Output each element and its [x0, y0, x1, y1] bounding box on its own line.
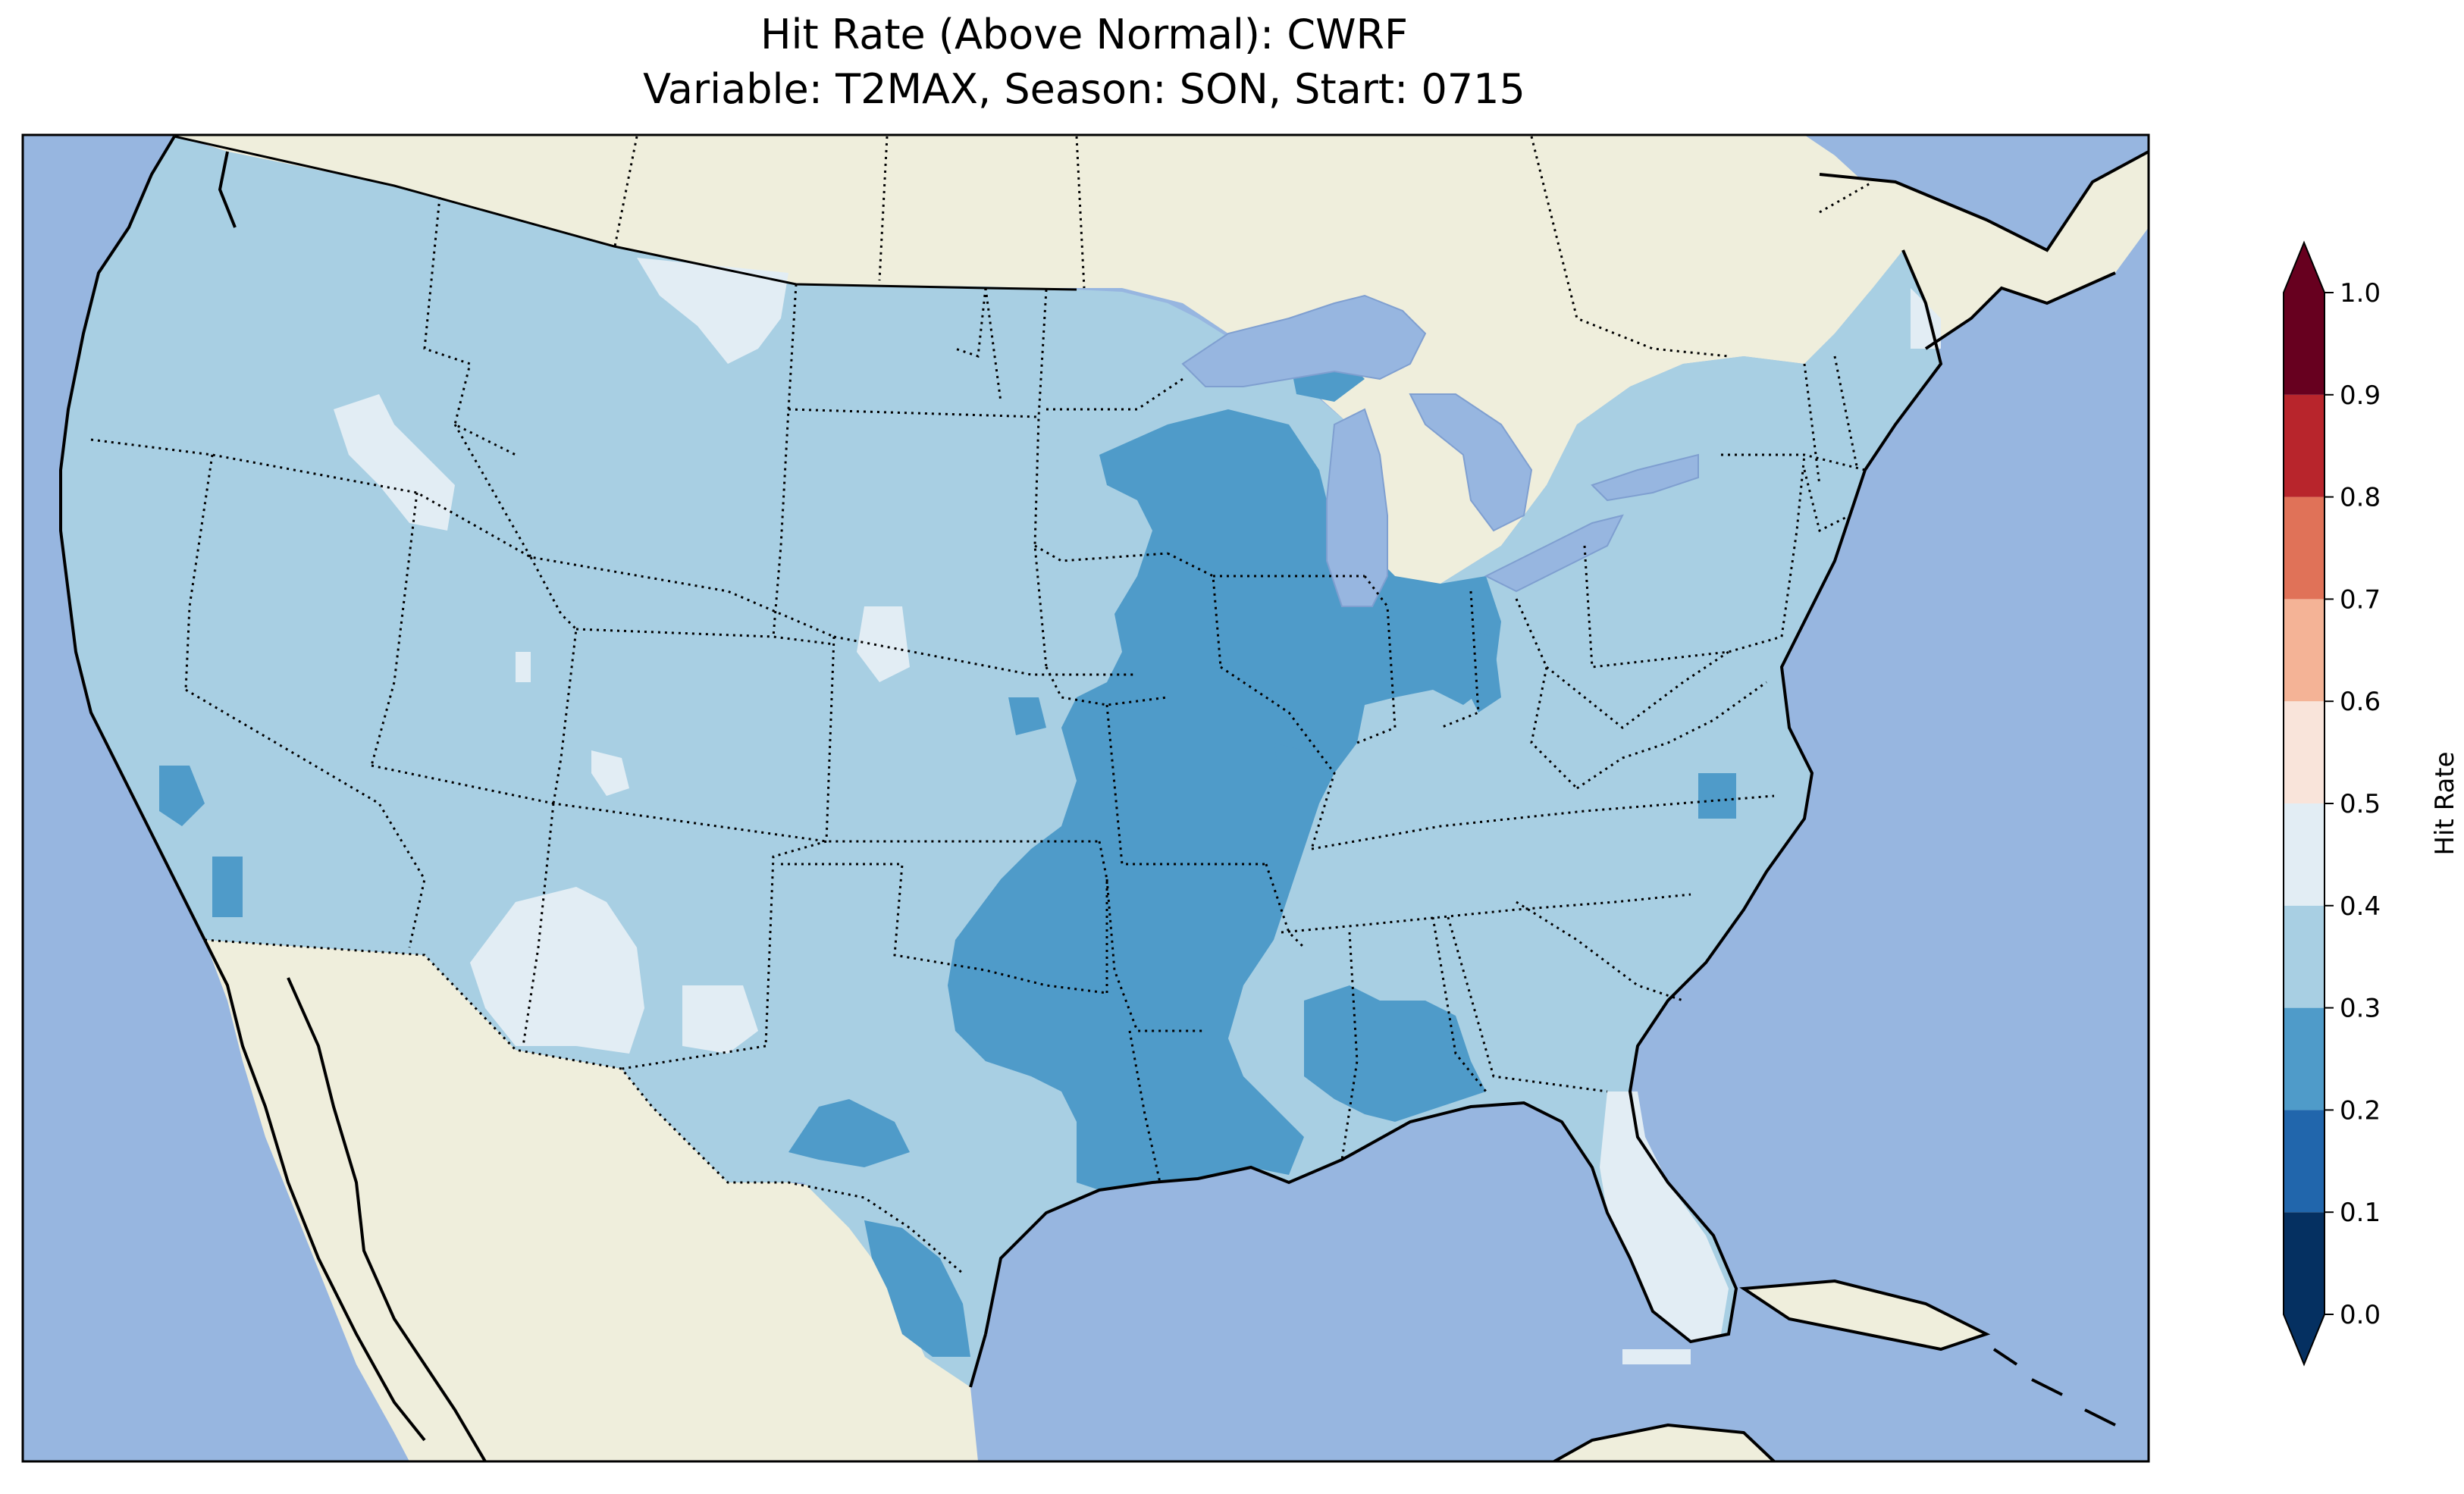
great-lakes [1181, 294, 1699, 607]
coastlines [59, 135, 2149, 1461]
colorbar-tick-label: 0.2 [2340, 1095, 2381, 1126]
colorbar-bin-8 [2284, 394, 2324, 497]
colorbar-bin-3 [2284, 905, 2324, 1008]
map-frame [21, 133, 2150, 1463]
us-canada-border [174, 135, 1077, 291]
colorbar-tick-label: 0.3 [2340, 994, 2381, 1024]
colorbar-bin-1 [2284, 1110, 2324, 1213]
lake-erie [1484, 514, 1624, 593]
lake-michigan [1326, 408, 1388, 607]
colorbar-tick-label: 0.6 [2340, 687, 2381, 717]
state-boundaries [90, 136, 1873, 1183]
colorbar-extend-max [2284, 243, 2324, 293]
colorbar-bin-9 [2284, 293, 2324, 395]
colorbar-tick-label: 0.4 [2340, 891, 2381, 922]
lake-ontario [1591, 453, 1699, 502]
map-area [23, 135, 2149, 1461]
us-mexico-border [204, 938, 964, 1275]
chart-subtitle: Variable: T2MAX, Season: SON, Start: 071… [643, 65, 1525, 113]
colorbar-bin-6 [2284, 599, 2324, 702]
mexico-land [205, 940, 986, 1461]
colorbar-tick-label: 0.5 [2340, 789, 2381, 819]
colorbar: 0.0 0.1 0.2 0.3 0.4 0.5 0.6 0.7 0.8 0.9 1.0 Hit Ra… [2283, 240, 2460, 1367]
colorbar-tick-label: 0.0 [2340, 1300, 2381, 1330]
colorbar-outline [2283, 240, 2325, 1367]
hit-rate-0.4-0.5-regions [334, 258, 1941, 1364]
yucatan-land [1554, 1425, 1774, 1461]
colorbar-label: Hit Rate [2430, 751, 2460, 855]
colorbar-bin-5 [2284, 701, 2324, 803]
colorbar-bin-0 [2284, 1212, 2324, 1314]
colorbar-bin-7 [2284, 496, 2324, 600]
colorbar-bin-4 [2284, 803, 2324, 906]
colorbar-tick-label: 0.8 [2340, 483, 2381, 513]
cuba-land [1744, 1281, 1986, 1349]
lake-huron [1409, 393, 1533, 532]
colorbar-extend-min [2284, 1314, 2324, 1364]
colorbar-tick-label: 0.7 [2340, 584, 2381, 615]
chart-title: Hit Rate (Above Normal): CWRF [760, 11, 1409, 58]
colorbar-tick-label: 1.0 [2340, 278, 2381, 309]
colorbar-tick-label: 0.1 [2340, 1198, 2381, 1228]
colorbar-bin-2 [2284, 1007, 2324, 1110]
lake-superior [1181, 294, 1427, 387]
baja-land [205, 940, 425, 1440]
colorbar-tick-label: 0.9 [2340, 381, 2381, 411]
